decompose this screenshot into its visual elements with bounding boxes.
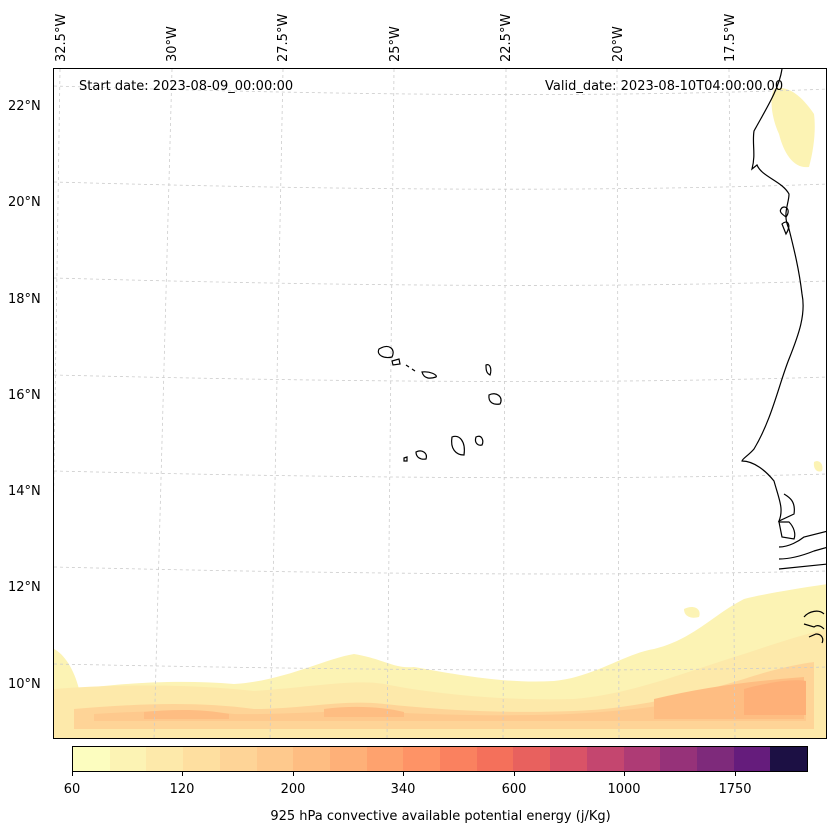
colorbar-tick-label: 1750 <box>718 782 752 797</box>
colorbar-tick-mark <box>624 771 625 776</box>
colorbar-swatch <box>219 747 257 771</box>
start-date-label: Start date: 2023-08-09_00:00:00 <box>79 79 294 94</box>
latitude-label: 20°N <box>8 195 41 210</box>
colorbar-swatch <box>366 747 404 771</box>
colorbar-swatch <box>329 747 367 771</box>
colorbar-tick-label: 600 <box>501 782 527 797</box>
latitude-label: 18°N <box>8 292 41 307</box>
colorbar-swatch <box>146 747 184 771</box>
map-canvas <box>54 69 826 738</box>
colorbar-swatch <box>476 747 514 771</box>
longitude-label: 22.5°W <box>499 13 514 62</box>
colorbar-swatch <box>660 747 697 771</box>
colorbar-tick-label: 1000 <box>607 782 641 797</box>
longitude-label: 20°W <box>611 26 626 62</box>
colorbar-swatch <box>256 747 294 771</box>
colorbar-title: 925 hPa convective available potential e… <box>270 809 611 824</box>
colorbar-tick-label: 120 <box>169 782 195 797</box>
colorbar-swatch <box>73 747 110 771</box>
cape-field <box>54 88 826 738</box>
latitude-label: 22°N <box>8 99 41 114</box>
colorbar-tick-mark <box>72 771 73 776</box>
colorbar-tick-mark <box>293 771 294 776</box>
longitude-label: 32.5°W <box>54 13 69 62</box>
colorbar-tick-label: 60 <box>63 782 81 797</box>
colorbar-swatch <box>513 747 551 771</box>
colorbar-swatch <box>586 747 624 771</box>
longitude-label: 25°W <box>388 26 403 62</box>
latitude-label: 10°N <box>8 677 41 692</box>
longitude-label: 17.5°W <box>723 13 738 62</box>
latitude-label: 12°N <box>8 580 41 595</box>
colorbar-swatch <box>403 747 441 771</box>
longitude-label: 27.5°W <box>276 13 291 62</box>
coastline <box>377 69 826 644</box>
colorbar-tick-mark <box>182 771 183 776</box>
colorbar-tick-mark <box>735 771 736 776</box>
latitude-label: 14°N <box>8 484 41 499</box>
valid-date-label: Valid_date: 2023-08-10T04:00:00.00 <box>545 79 784 94</box>
colorbar-swatch <box>623 747 661 771</box>
map-panel <box>53 68 827 739</box>
colorbar-tick-mark <box>403 771 404 776</box>
colorbar-tick-label: 340 <box>390 782 416 797</box>
colorbar-swatch <box>109 747 147 771</box>
colorbar <box>72 746 808 772</box>
colorbar-tick-label: 200 <box>280 782 306 797</box>
colorbar-swatch <box>550 747 587 771</box>
colorbar-swatch <box>293 747 330 771</box>
graticule <box>54 69 826 738</box>
colorbar-swatch <box>183 747 220 771</box>
colorbar-swatch <box>770 747 808 771</box>
longitude-label: 30°W <box>165 26 180 62</box>
latitude-label: 16°N <box>8 388 41 403</box>
colorbar-swatch <box>696 747 734 771</box>
colorbar-swatch <box>440 747 477 771</box>
colorbar-tick-mark <box>514 771 515 776</box>
colorbar-swatch <box>733 747 771 771</box>
